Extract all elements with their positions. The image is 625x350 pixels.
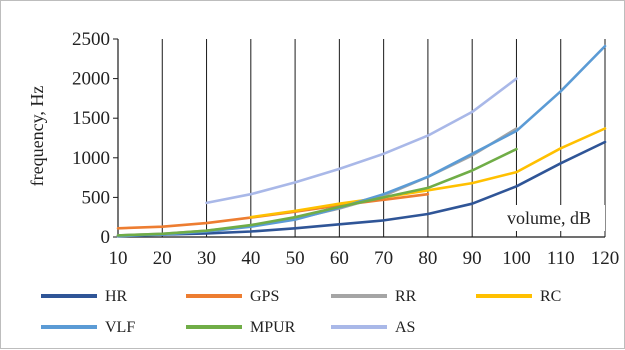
x-tick-label-6: 70 bbox=[374, 248, 393, 269]
x-tick-label-5: 60 bbox=[330, 248, 349, 269]
x-tick-label-0: 10 bbox=[109, 248, 128, 269]
series-line-as bbox=[205, 77, 518, 205]
legend-label-vlf: VLF bbox=[105, 319, 135, 336]
series-line-rr bbox=[116, 127, 518, 237]
x-tick-label-2: 30 bbox=[197, 248, 216, 269]
x-axis-title-background bbox=[494, 205, 605, 231]
axes bbox=[113, 38, 605, 238]
x-tick-label-7: 80 bbox=[418, 248, 437, 269]
legend-label-gps: GPS bbox=[250, 288, 279, 305]
y-tick-label-0: 0 bbox=[101, 227, 111, 248]
series-lines bbox=[116, 44, 607, 238]
legend-label-mpur: MPUR bbox=[250, 319, 296, 336]
legend-label-rr: RR bbox=[395, 288, 417, 305]
x-tick-label-8: 90 bbox=[463, 248, 482, 269]
series-line-hr bbox=[116, 140, 607, 237]
x-tick-label-3: 40 bbox=[241, 248, 260, 269]
legend-label-as: AS bbox=[395, 319, 415, 336]
x-tick-label-4: 50 bbox=[286, 248, 305, 269]
tick-labels: 0 500 1000 1500 2000 2500 10 20 30 40 50 60 70 80 90 10… bbox=[72, 29, 619, 269]
y-axis-title: frequency, Hz bbox=[27, 86, 47, 187]
y-tick-label-5: 2500 bbox=[72, 29, 110, 50]
legend-label-rc: RC bbox=[540, 288, 561, 305]
x-tick-label-9: 100 bbox=[502, 248, 531, 269]
series-line-mpur bbox=[116, 147, 518, 237]
y-tick-label-3: 1500 bbox=[72, 108, 110, 129]
legend: HR GPS RR RC VLF MPUR AS bbox=[41, 288, 561, 336]
x-tick-label-11: 120 bbox=[591, 248, 620, 269]
gridlines bbox=[117, 39, 606, 237]
x-tick-label-1: 20 bbox=[153, 248, 172, 269]
legend-label-hr: HR bbox=[105, 288, 128, 305]
y-tick-label-4: 2000 bbox=[72, 69, 110, 90]
y-tick-label-2: 1000 bbox=[72, 148, 110, 169]
series-line-rc bbox=[249, 127, 607, 219]
x-tick-label-10: 110 bbox=[547, 248, 575, 269]
x-axis-title: volume, dB bbox=[507, 208, 591, 228]
y-tick-label-1: 500 bbox=[82, 187, 111, 208]
